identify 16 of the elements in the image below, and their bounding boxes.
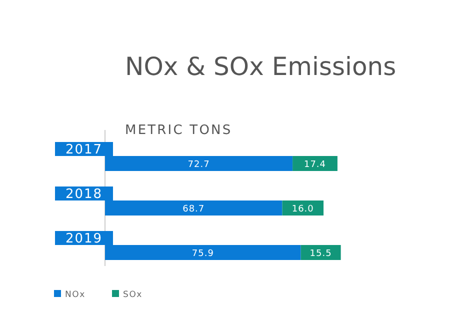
bar <box>292 156 338 171</box>
legend-label: SOx <box>123 290 143 300</box>
bar <box>300 245 341 260</box>
y-tick-label: 2019 <box>65 232 103 246</box>
chart-subtitle: METRIC TONS <box>125 123 232 138</box>
data-label: 15.5 <box>310 249 332 259</box>
chart-title: NOx & SOx Emissions <box>125 52 396 81</box>
legend-label: NOx <box>65 290 86 300</box>
data-label: 72.7 <box>188 160 210 170</box>
data-label: 75.9 <box>192 249 214 259</box>
bar <box>282 200 324 216</box>
data-label: 17.4 <box>304 160 326 170</box>
data-label: 16.0 <box>292 204 314 214</box>
data-label: 68.7 <box>182 204 205 214</box>
y-tick-label: 2017 <box>65 142 103 158</box>
y-tick-label: 2018 <box>65 187 103 202</box>
